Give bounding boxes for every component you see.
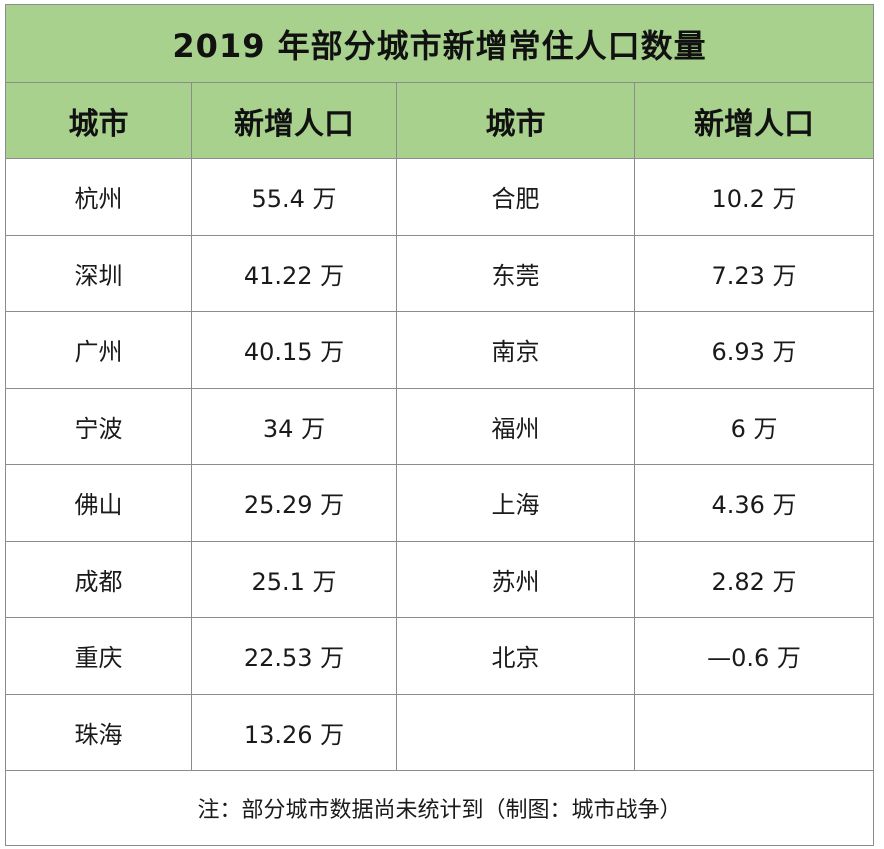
column-header-increase-left: 新增人口 bbox=[191, 82, 397, 159]
increase-cell: 55.4 万 bbox=[191, 158, 397, 236]
city-cell: 深圳 bbox=[5, 234, 192, 312]
city-cell: 上海 bbox=[396, 464, 635, 542]
column-header-increase-right: 新增人口 bbox=[633, 82, 875, 159]
city-cell: 宁波 bbox=[5, 387, 192, 465]
city-cell: 成都 bbox=[5, 540, 192, 618]
population-table: 2019 年部分城市新增常住人口数量 城市 新增人口 城市 新增人口 杭州 55… bbox=[4, 4, 875, 846]
city-cell: 广州 bbox=[5, 311, 192, 389]
table-row: 深圳 41.22 万 东莞 7.23 万 bbox=[5, 234, 875, 312]
increase-cell: 2.82 万 bbox=[633, 540, 875, 618]
table-row: 杭州 55.4 万 合肥 10.2 万 bbox=[5, 158, 875, 236]
increase-cell: 6 万 bbox=[633, 387, 875, 465]
table-row: 佛山 25.29 万 上海 4.36 万 bbox=[5, 464, 875, 542]
city-cell: 南京 bbox=[396, 311, 635, 389]
increase-cell: 13.26 万 bbox=[191, 693, 397, 771]
city-cell: 苏州 bbox=[396, 540, 635, 618]
city-cell: 杭州 bbox=[5, 158, 192, 236]
table-note: 注：部分城市数据尚未统计到（制图：城市战争） bbox=[4, 770, 875, 846]
title-row: 2019 年部分城市新增常住人口数量 bbox=[4, 4, 875, 83]
increase-cell: —0.6 万 bbox=[633, 617, 875, 695]
increase-cell: 6.93 万 bbox=[633, 311, 875, 389]
increase-cell: 4.36 万 bbox=[633, 464, 875, 542]
table-row: 重庆 22.53 万 北京 —0.6 万 bbox=[5, 617, 875, 695]
increase-cell: 22.53 万 bbox=[191, 617, 397, 695]
city-cell: 北京 bbox=[396, 617, 635, 695]
city-cell: 合肥 bbox=[396, 158, 635, 236]
increase-cell: 7.23 万 bbox=[633, 234, 875, 312]
city-cell: 福州 bbox=[396, 387, 635, 465]
increase-cell: 25.1 万 bbox=[191, 540, 397, 618]
empty-cell bbox=[396, 693, 635, 771]
column-header-city-right: 城市 bbox=[396, 82, 635, 159]
table-body: 2019 年部分城市新增常住人口数量 城市 新增人口 城市 新增人口 杭州 55… bbox=[4, 4, 875, 846]
table-row: 成都 25.1 万 苏州 2.82 万 bbox=[5, 540, 875, 618]
header-row: 城市 新增人口 城市 新增人口 bbox=[5, 82, 875, 159]
table-title: 2019 年部分城市新增常住人口数量 bbox=[4, 4, 875, 83]
table-row: 珠海 13.26 万 bbox=[5, 693, 875, 771]
increase-cell: 40.15 万 bbox=[191, 311, 397, 389]
city-cell: 珠海 bbox=[5, 693, 192, 771]
empty-cell bbox=[633, 693, 875, 771]
increase-cell: 25.29 万 bbox=[191, 464, 397, 542]
table-row: 广州 40.15 万 南京 6.93 万 bbox=[5, 311, 875, 389]
table-row: 宁波 34 万 福州 6 万 bbox=[5, 387, 875, 465]
column-header-city-left: 城市 bbox=[5, 82, 192, 159]
city-cell: 重庆 bbox=[5, 617, 192, 695]
increase-cell: 41.22 万 bbox=[191, 234, 397, 312]
note-row: 注：部分城市数据尚未统计到（制图：城市战争） bbox=[4, 770, 875, 846]
increase-cell: 34 万 bbox=[191, 387, 397, 465]
increase-cell: 10.2 万 bbox=[633, 158, 875, 236]
city-cell: 佛山 bbox=[5, 464, 192, 542]
city-cell: 东莞 bbox=[396, 234, 635, 312]
